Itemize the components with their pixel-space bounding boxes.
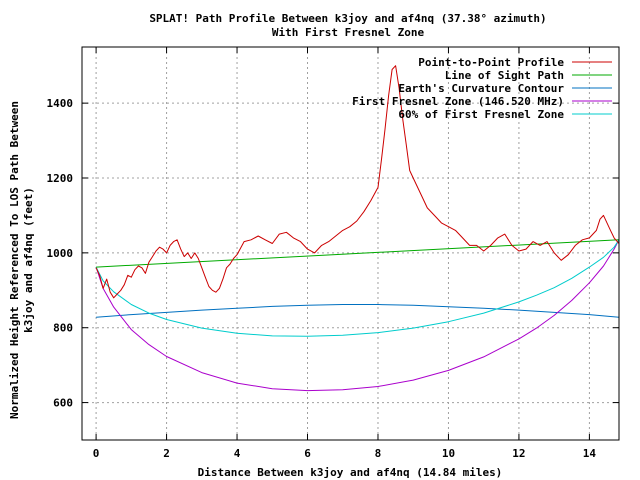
- x-tick-label: 10: [442, 447, 455, 460]
- y-tick-label: 600: [53, 397, 73, 410]
- chart-subtitle: With First Fresnel Zone: [272, 26, 425, 39]
- ticks: 0 2 4 6 8 10 12 14 600 800 1000 1200 1400: [47, 47, 619, 460]
- x-tick-label: 8: [375, 447, 382, 460]
- x-tick-label: 2: [163, 447, 170, 460]
- legend-label: 60% of First Fresnel Zone: [398, 108, 564, 121]
- legend-label: Line of Sight Path: [445, 69, 564, 82]
- series-line-0: [95, 65, 620, 299]
- grid: [82, 47, 619, 440]
- y-axis-label-line2: k3joy and af4nq (feet): [22, 187, 35, 333]
- y-tick-label: 1400: [47, 97, 74, 110]
- series-layer: [95, 65, 620, 392]
- chart-title: SPLAT! Path Profile Between k3joy and af…: [149, 12, 546, 25]
- series-line-1: [96, 239, 620, 268]
- y-tick-label: 1000: [47, 247, 74, 260]
- x-tick-label: 0: [93, 447, 100, 460]
- legend-label: First Fresnel Zone (146.520 MHz): [352, 95, 564, 108]
- legend-label: Earth's Curvature Contour: [398, 82, 564, 95]
- plot-frame: [81, 46, 620, 441]
- x-tick-label: 4: [234, 447, 241, 460]
- series-line-2: [96, 304, 620, 318]
- x-tick-label: 14: [583, 447, 597, 460]
- series-line-4: [95, 239, 620, 337]
- y-tick-label: 800: [53, 322, 73, 335]
- x-tick-label: 12: [512, 447, 525, 460]
- legend-label: Point-to-Point Profile: [418, 56, 564, 69]
- x-tick-label: 6: [304, 447, 311, 460]
- series-line-3: [95, 239, 620, 392]
- y-axis-label-line1: Normalized Height Referenced To LOS Path…: [8, 101, 21, 419]
- x-axis-label: Distance Between k3joy and af4nq (14.84 …: [198, 466, 503, 479]
- y-tick-label: 1200: [47, 172, 74, 185]
